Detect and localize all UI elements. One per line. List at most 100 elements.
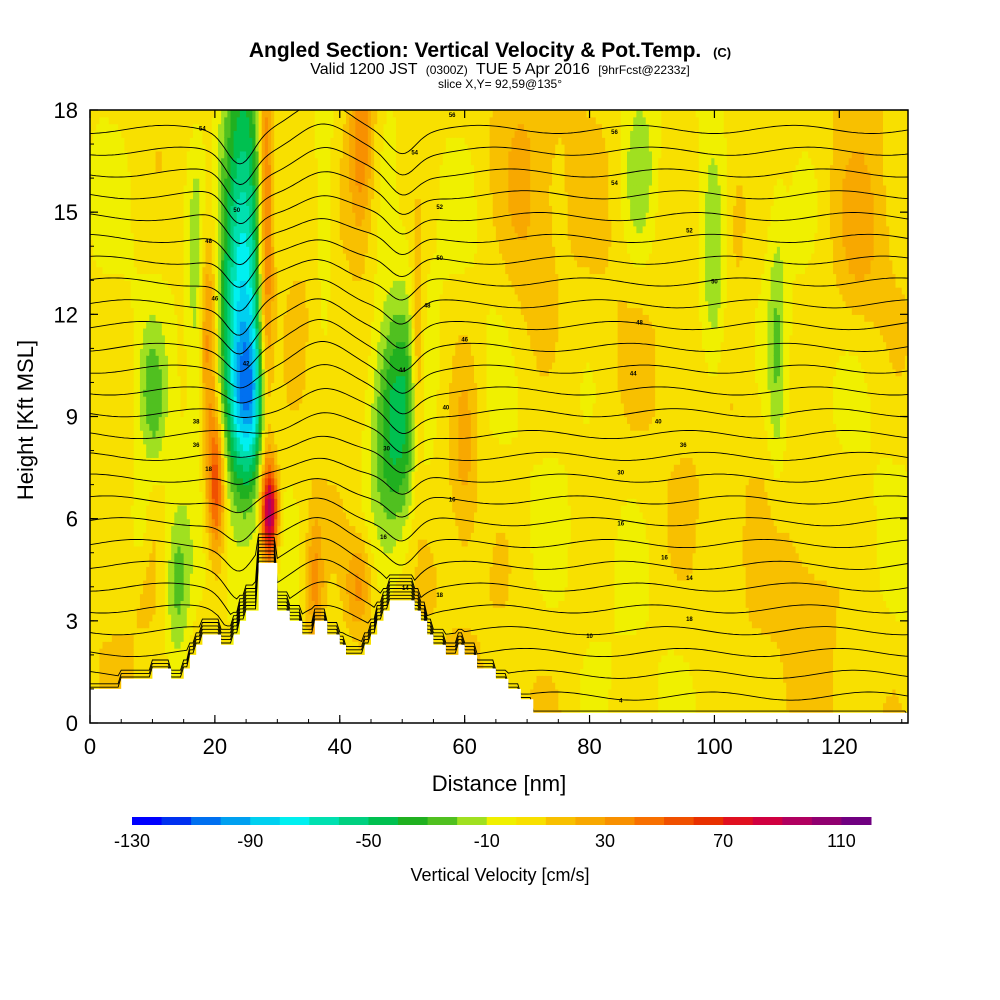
velocity-cell	[202, 552, 207, 561]
velocity-cell	[93, 457, 97, 465]
velocity-cell	[155, 586, 160, 595]
velocity-cell	[149, 545, 154, 554]
velocity-cell	[211, 266, 216, 275]
velocity-cell	[139, 307, 144, 315]
velocity-cell	[199, 545, 203, 554]
velocity-cell	[111, 532, 116, 540]
velocity-cell	[164, 307, 169, 315]
velocity-cell	[155, 355, 160, 363]
velocity-cell	[164, 600, 169, 608]
velocity-cell	[171, 375, 175, 384]
velocity-cell	[133, 355, 138, 363]
velocity-cell	[105, 648, 110, 656]
velocity-cell	[177, 423, 182, 431]
velocity-cell	[99, 314, 104, 322]
velocity-cell	[111, 184, 116, 193]
velocity-cell	[118, 389, 122, 397]
velocity-cell	[161, 627, 166, 636]
velocity-cell	[93, 116, 97, 125]
velocity-cell	[133, 273, 138, 281]
velocity-cell	[155, 300, 160, 309]
velocity-cell	[171, 110, 175, 118]
velocity-cell	[218, 505, 222, 513]
velocity-cell	[143, 593, 147, 601]
velocity-cell	[136, 614, 141, 622]
velocity-cell	[121, 498, 125, 506]
velocity-cell	[102, 382, 107, 390]
velocity-cell	[199, 579, 203, 588]
velocity-cell	[177, 123, 182, 132]
velocity-cell	[158, 457, 163, 465]
velocity-cell	[90, 573, 94, 581]
velocity-cell	[111, 246, 116, 254]
velocity-cell	[130, 614, 135, 622]
velocity-cell	[196, 368, 200, 377]
velocity-cell	[205, 144, 210, 152]
velocity-cell	[111, 396, 116, 404]
velocity-cell	[139, 116, 144, 125]
velocity-cell	[102, 525, 107, 533]
velocity-cell	[174, 253, 179, 261]
velocity-cell	[111, 518, 116, 527]
velocity-cell	[177, 586, 182, 595]
velocity-cell	[139, 450, 144, 458]
velocity-cell	[127, 280, 132, 288]
velocity-cell	[99, 416, 104, 424]
velocity-cell	[183, 232, 188, 241]
velocity-cell	[183, 409, 188, 418]
velocity-cell	[158, 171, 163, 179]
velocity-cell	[214, 491, 219, 499]
velocity-cell	[205, 566, 210, 574]
velocity-cell	[180, 157, 185, 166]
velocity-cell	[186, 607, 191, 615]
velocity-cell	[171, 327, 175, 336]
velocity-cell	[143, 150, 147, 159]
velocity-cell	[186, 314, 191, 322]
velocity-cell	[158, 116, 163, 125]
velocity-cell	[214, 436, 219, 445]
velocity-cell	[146, 198, 150, 206]
velocity-cell	[205, 545, 210, 554]
velocity-cell	[133, 573, 138, 581]
velocity-cell	[174, 668, 179, 676]
velocity-cell	[152, 300, 157, 309]
velocity-cell	[143, 157, 147, 166]
velocity-cell	[183, 212, 188, 220]
velocity-cell	[102, 375, 107, 384]
velocity-cell	[108, 443, 113, 452]
velocity-cell	[118, 205, 122, 213]
velocity-cell	[130, 402, 135, 411]
velocity-cell	[208, 436, 213, 445]
velocity-cell	[155, 130, 160, 138]
velocity-cell	[124, 641, 129, 649]
velocity-cell	[102, 682, 107, 690]
velocity-cell	[130, 259, 135, 268]
velocity-cell	[143, 341, 147, 349]
velocity-cell	[108, 110, 113, 118]
velocity-cell	[121, 396, 125, 404]
velocity-cell	[133, 212, 138, 220]
velocity-cell	[143, 327, 147, 336]
velocity-cell	[193, 280, 197, 288]
velocity-cell	[149, 348, 154, 356]
velocity-cell	[177, 600, 182, 608]
velocity-cell	[183, 539, 188, 547]
velocity-cell	[139, 355, 144, 363]
velocity-cell	[152, 157, 157, 166]
velocity-cell	[133, 491, 138, 499]
velocity-cell	[108, 246, 113, 254]
velocity-cell	[158, 375, 163, 384]
velocity-cell	[158, 321, 163, 329]
velocity-cell	[96, 423, 100, 431]
velocity-cell	[105, 273, 110, 281]
velocity-cell	[139, 382, 144, 390]
velocity-cell	[214, 368, 219, 377]
velocity-cell	[105, 314, 110, 322]
velocity-cell	[196, 246, 200, 254]
velocity-cell	[183, 423, 188, 431]
velocity-cell	[214, 443, 219, 452]
velocity-cell	[211, 416, 216, 424]
velocity-cell	[180, 164, 185, 172]
velocity-cell	[102, 362, 107, 370]
velocity-cell	[174, 532, 179, 540]
